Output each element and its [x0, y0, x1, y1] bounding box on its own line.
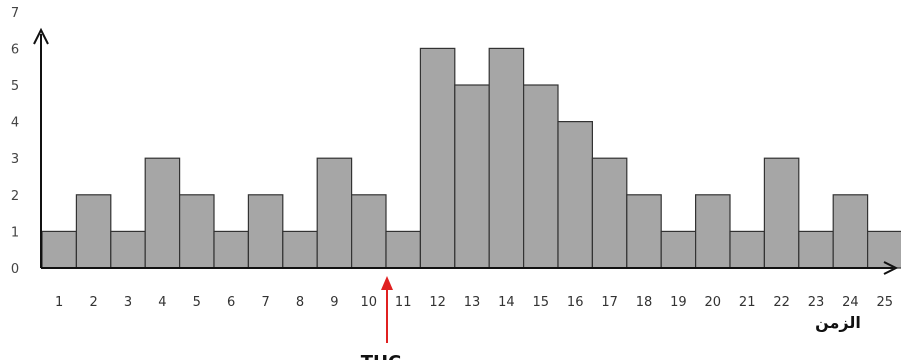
x-tick-label: 25 — [877, 295, 894, 310]
x-tick-label: 8 — [296, 295, 304, 310]
bar-10 — [351, 194, 387, 269]
bar-24 — [832, 194, 869, 269]
bars-group — [41, 47, 901, 269]
bar-11 — [385, 230, 422, 269]
y-tick-labels: 0 1 2 3 4 5 6 7 — [11, 6, 19, 277]
y-axis-arrowhead — [33, 27, 49, 45]
x-tick-label: 24 — [842, 295, 859, 310]
bar-3 — [110, 230, 146, 269]
bar-22 — [763, 157, 800, 269]
x-tick-label: 4 — [158, 295, 166, 310]
bar-17 — [591, 157, 628, 269]
bar-14 — [488, 47, 525, 269]
bar-2 — [75, 194, 112, 269]
bar-19 — [660, 230, 697, 269]
y-tick-label: 1 — [11, 225, 19, 240]
y-tick-label: 2 — [11, 189, 19, 204]
x-tick-label: 15 — [533, 295, 550, 310]
bar-7 — [247, 194, 284, 269]
bar-20 — [694, 194, 731, 269]
y-tick-label: 3 — [11, 152, 19, 167]
x-tick-label: 22 — [773, 295, 790, 310]
x-tick-label: 5 — [193, 295, 201, 310]
x-tick-label: 11 — [395, 295, 412, 310]
bar-18 — [626, 194, 662, 269]
x-tick-label: 14 — [498, 295, 515, 310]
x-tick-label: 1 — [55, 295, 63, 310]
bar-4 — [144, 157, 181, 269]
y-tick-label: 7 — [11, 6, 19, 21]
x-tick-label: 20 — [705, 295, 722, 310]
x-tick-label: 18 — [636, 295, 653, 310]
bar-6 — [213, 230, 250, 269]
bar-8 — [282, 230, 318, 269]
x-tick-label: 9 — [330, 295, 338, 310]
x-axis-arrowhead — [883, 261, 899, 275]
x-tick-label: 7 — [261, 295, 269, 310]
bar-5 — [179, 194, 215, 269]
bar-12 — [419, 47, 456, 269]
bar-16 — [557, 120, 594, 269]
x-tick-label: 16 — [567, 295, 584, 310]
y-tick-label: 5 — [11, 79, 19, 94]
bar-15 — [522, 84, 559, 269]
bar-9 — [316, 157, 353, 269]
x-axis-title: الزمن — [815, 313, 861, 332]
y-tick-label: 4 — [11, 116, 19, 131]
bar-13 — [454, 84, 490, 269]
x-tick-label: 2 — [89, 295, 97, 310]
annotation-arrow-head — [381, 276, 393, 290]
x-tick-label: 3 — [124, 295, 132, 310]
x-tick-labels: 1 2 3 4 5 6 7 8 9 10 11 12 13 14 15 16 17 18 19 20 21 22 23 24 2… — [55, 295, 893, 310]
x-tick-label: 12 — [429, 295, 446, 310]
x-tick-label: 19 — [670, 295, 687, 310]
y-tick-label: 6 — [11, 42, 19, 57]
annotation-label: THC — [361, 352, 402, 360]
bar-23 — [798, 230, 834, 269]
x-tick-label: 10 — [361, 295, 378, 310]
x-tick-label: 23 — [808, 295, 825, 310]
x-tick-label: 13 — [464, 295, 481, 310]
x-tick-label: 17 — [601, 295, 618, 310]
bar-21 — [729, 230, 766, 269]
x-tick-label: 21 — [739, 295, 756, 310]
bar-1 — [41, 230, 78, 269]
y-tick-label: 0 — [11, 262, 19, 277]
x-tick-label: 6 — [227, 295, 235, 310]
